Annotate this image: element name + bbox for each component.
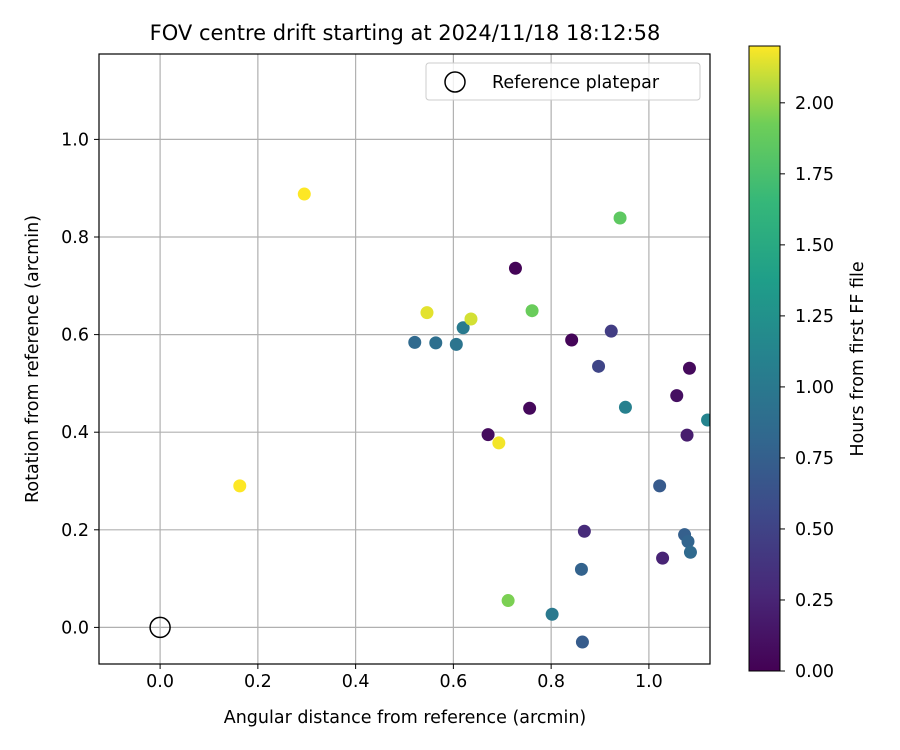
scatter-point	[449, 337, 463, 351]
legend-reference-label: Reference platepar	[492, 73, 660, 93]
scatter-point	[656, 551, 670, 565]
x-tick-label: 0.2	[244, 672, 272, 692]
scatter-point	[508, 261, 522, 275]
legend: Reference platepar	[425, 62, 701, 101]
scatter-point	[545, 607, 559, 621]
scatter-point	[680, 428, 694, 442]
scatter-point	[653, 479, 667, 493]
scatter-point	[420, 306, 434, 320]
scatter-point	[592, 359, 606, 373]
y-tick-label: 0.6	[61, 326, 89, 346]
scatter-point	[681, 535, 695, 549]
chart-title: FOV centre drift starting at 2024/11/18 …	[150, 21, 661, 45]
y-tick-label: 1.0	[61, 130, 89, 150]
x-axis-label: Angular distance from reference (arcmin)	[224, 708, 587, 728]
scatter-point	[575, 635, 589, 649]
legend-box	[425, 62, 701, 101]
data-points	[233, 187, 710, 649]
colorbar-tick-label: 0.50	[795, 520, 834, 540]
scatter-point	[429, 336, 443, 350]
plot-frame	[98, 53, 711, 665]
colorbar-tick-label: 1.50	[795, 236, 834, 256]
colorbar-tick-label: 0.75	[795, 449, 834, 469]
grid-lines	[99, 54, 710, 664]
scatter-point	[613, 211, 627, 225]
scatter-point	[297, 187, 311, 201]
scatter-point	[481, 428, 495, 442]
scatter-point	[683, 545, 697, 559]
y-tick-label: 0.8	[61, 228, 89, 248]
scatter-point	[492, 436, 506, 450]
x-axis-ticks: 0.0 0.2 0.4 0.6 0.8 1.0	[146, 664, 663, 692]
y-tick-label: 0.2	[61, 521, 89, 541]
scatter-point	[565, 333, 579, 347]
scatter-point	[523, 401, 537, 415]
scatter-point	[464, 312, 478, 326]
x-tick-label: 0.0	[146, 672, 174, 692]
legend-reference-marker	[444, 71, 466, 93]
scatter-point	[682, 361, 696, 375]
scatter-point	[577, 524, 591, 538]
scatter-point	[701, 413, 710, 427]
y-axis-ticks: 0.0 0.2 0.4 0.6 0.8 1.0	[61, 130, 99, 638]
colorbar-label: Hours from first FF file	[848, 261, 868, 456]
x-tick-label: 0.6	[439, 672, 467, 692]
x-tick-label: 1.0	[635, 672, 663, 692]
scatter-point	[618, 400, 632, 414]
scatter-point	[233, 479, 247, 493]
colorbar-tick-label: 1.25	[795, 307, 834, 327]
scatter-point	[574, 562, 588, 576]
reference-marker	[149, 616, 171, 639]
x-tick-label: 0.8	[537, 672, 565, 692]
colorbar-tick-label: 1.00	[795, 378, 834, 398]
y-tick-label: 0.4	[61, 423, 89, 443]
colorbar-tick-label: 0.00	[795, 662, 834, 682]
y-axis-label: Rotation from reference (arcmin)	[23, 215, 43, 503]
colorbar-tick-label: 1.75	[795, 165, 834, 185]
reference-point	[149, 616, 171, 639]
scatter-point	[501, 594, 515, 608]
y-tick-label: 0.0	[61, 618, 89, 638]
scatter-point	[525, 304, 539, 318]
colorbar-ticks: 0.00 0.25 0.50 0.75 1.00 1.25 1.50 1.75 2.00	[780, 94, 834, 682]
colorbar	[748, 45, 781, 672]
scatter-point	[670, 389, 684, 403]
x-tick-label: 0.4	[342, 672, 370, 692]
scatter-point	[604, 324, 618, 338]
scatter-point	[408, 335, 422, 349]
colorbar-tick-label: 0.25	[795, 591, 834, 611]
colorbar-tick-label: 2.00	[795, 94, 834, 114]
scatter-point	[456, 321, 470, 335]
